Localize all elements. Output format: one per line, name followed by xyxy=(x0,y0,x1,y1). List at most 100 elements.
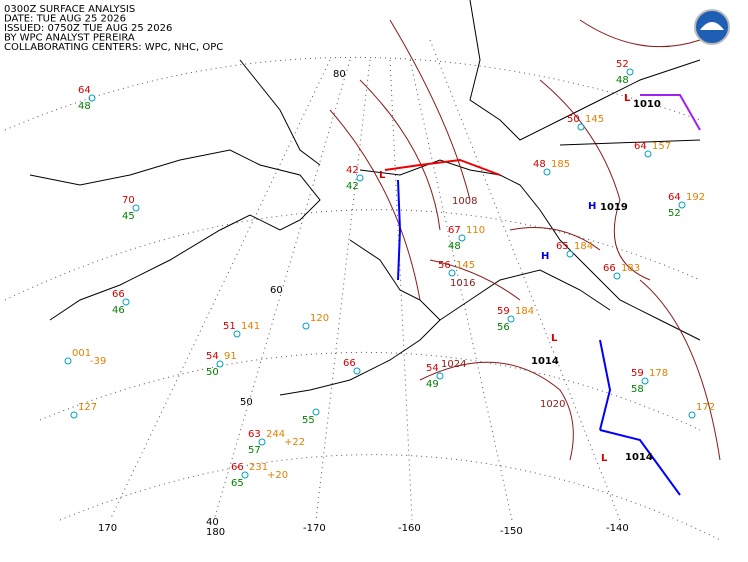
station-marker xyxy=(70,411,78,419)
station-marker xyxy=(233,330,241,338)
latitude-label: 50 xyxy=(240,397,253,408)
station-marker xyxy=(641,377,649,385)
station-temp: 54 xyxy=(426,363,439,374)
pressure-center: L xyxy=(624,93,631,104)
station-temp: 59 xyxy=(631,368,644,379)
station-temp: 54 xyxy=(206,351,219,362)
header-line: ISSUED: 0750Z TUE AUG 25 2026 xyxy=(4,23,172,34)
station-pres: 120 xyxy=(310,313,329,324)
isobar-label: 1016 xyxy=(450,278,475,289)
isobar xyxy=(389,19,471,201)
longitude-label: 180 xyxy=(206,527,225,538)
station-dew: 48 xyxy=(78,101,91,112)
station-temp: 50 xyxy=(567,114,580,125)
station-pres: 145 xyxy=(585,114,604,125)
fronts xyxy=(384,94,701,496)
longitude-label: 170 xyxy=(98,523,117,534)
station-pres: 127 xyxy=(78,402,97,413)
station-temp: 66 xyxy=(343,358,356,369)
station-marker xyxy=(312,408,320,416)
station-temp: 70 xyxy=(122,195,135,206)
station-tend: +22 xyxy=(284,437,305,448)
station-temp: 63 xyxy=(248,429,261,440)
station-dew: 50 xyxy=(206,367,219,378)
station-pres: 192 xyxy=(686,192,705,203)
meridian-m170 xyxy=(315,59,371,521)
station-marker xyxy=(566,250,574,258)
station-dew: 49 xyxy=(426,379,439,390)
isobar-label: 1014 xyxy=(531,356,559,367)
alaska-west-coast xyxy=(279,239,441,396)
isobar xyxy=(639,279,721,461)
station-dew: 42 xyxy=(346,181,359,192)
isobars xyxy=(329,19,721,461)
isobar-label: 1020 xyxy=(540,399,565,410)
station-dew: 48 xyxy=(448,241,461,252)
siberia-coast xyxy=(29,149,321,321)
warm-front xyxy=(384,158,501,176)
pressure-center: H xyxy=(541,251,549,262)
station-dew: 58 xyxy=(631,384,644,395)
station-temp: 66 xyxy=(112,289,125,300)
trough xyxy=(559,139,701,146)
station-pres: 184 xyxy=(574,241,593,252)
longitude-label: -140 xyxy=(606,523,629,534)
station-marker xyxy=(448,269,456,277)
station-tend: +20 xyxy=(267,470,288,481)
meridian-m140 xyxy=(429,39,621,521)
station-temp: 64 xyxy=(634,141,647,152)
station-pres: 172 xyxy=(696,402,715,413)
pressure-center: L xyxy=(551,333,558,344)
cold-front xyxy=(599,429,681,496)
isobar-label: 1014 xyxy=(625,452,653,463)
header-line: BY WPC ANALYST PEREIRA xyxy=(4,33,135,44)
station-marker xyxy=(356,174,364,182)
station-temp: 65 xyxy=(556,241,569,252)
station-dew: 46 xyxy=(112,305,125,316)
station-marker xyxy=(688,411,696,419)
isobar xyxy=(419,361,574,461)
station-pres: 157 xyxy=(652,141,671,152)
isobar-label: 1019 xyxy=(600,202,628,213)
station-pres: 184 xyxy=(515,306,534,317)
station-pres: 110 xyxy=(466,225,485,236)
isobar-label: 1008 xyxy=(452,196,477,207)
arctic-islands xyxy=(469,0,701,141)
station-dew: 65 xyxy=(231,478,244,489)
station-marker xyxy=(258,438,266,446)
isobar xyxy=(429,259,521,301)
latitude-label: 80 xyxy=(333,69,346,80)
cold-front xyxy=(599,339,612,431)
pressure-center: H xyxy=(588,201,596,212)
arctic-coast xyxy=(239,59,321,166)
isobar-label: 1024 xyxy=(441,359,466,370)
station-marker xyxy=(626,68,634,76)
longitude-label: -160 xyxy=(398,523,421,534)
latitude-label: 60 xyxy=(270,285,283,296)
station-marker xyxy=(458,234,466,242)
station-marker xyxy=(644,150,652,158)
station-pres: 231 xyxy=(249,462,268,473)
station-dew: 55 xyxy=(302,415,315,426)
station-pres: 001 xyxy=(72,348,91,359)
occluded-front xyxy=(640,94,701,131)
station-marker xyxy=(577,123,585,131)
meridian-m150 xyxy=(409,59,513,521)
station-marker xyxy=(132,204,140,212)
latitude-label: 40 xyxy=(206,517,219,528)
station-dew: 57 xyxy=(248,445,261,456)
station-marker xyxy=(241,471,249,479)
station-temp: 64 xyxy=(668,192,681,203)
header-line: COLLABORATING CENTERS: WPC, NHC, OPC xyxy=(4,42,223,53)
station-marker xyxy=(353,367,361,375)
longitude-label: -150 xyxy=(500,526,523,537)
station-marker xyxy=(436,372,444,380)
station-marker xyxy=(302,322,310,330)
station-temp: 59 xyxy=(497,306,510,317)
station-pres: 183 xyxy=(621,263,640,274)
station-marker xyxy=(64,357,72,365)
station-pres: 141 xyxy=(241,321,260,332)
station-dew: 52 xyxy=(668,208,681,219)
